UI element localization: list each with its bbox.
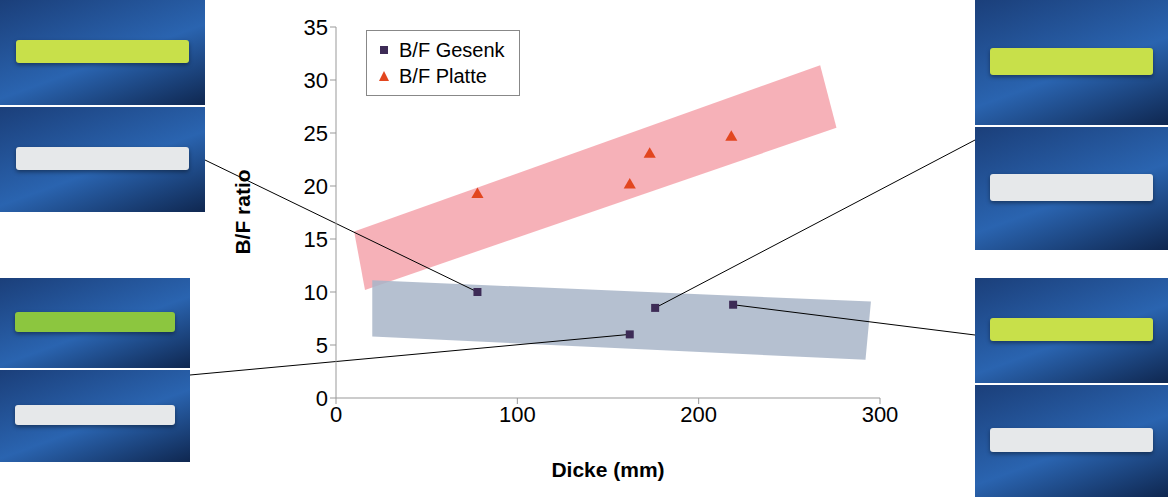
svg-text:200: 200 — [680, 402, 717, 427]
svg-text:300: 300 — [862, 402, 899, 427]
html-text:Dicke (mm): Dicke (mm) — [551, 458, 665, 481]
svg-text:0: 0 — [316, 386, 328, 411]
svg-text:15: 15 — [304, 227, 328, 252]
svg-text:100: 100 — [499, 402, 536, 427]
svg-text:30: 30 — [304, 68, 328, 93]
svg-text:25: 25 — [304, 121, 328, 146]
svg-text:35: 35 — [304, 15, 328, 40]
svg-text:5: 5 — [316, 333, 328, 358]
html-text:B/F Platte: B/F Platte — [399, 65, 487, 87]
html-text:B/F Gesenk: B/F Gesenk — [399, 39, 505, 61]
svg-text:20: 20 — [304, 174, 328, 199]
svg-text:10: 10 — [304, 280, 328, 305]
html-text:B/F ratio: B/F ratio — [231, 169, 254, 255]
svg-text:0: 0 — [330, 402, 342, 427]
